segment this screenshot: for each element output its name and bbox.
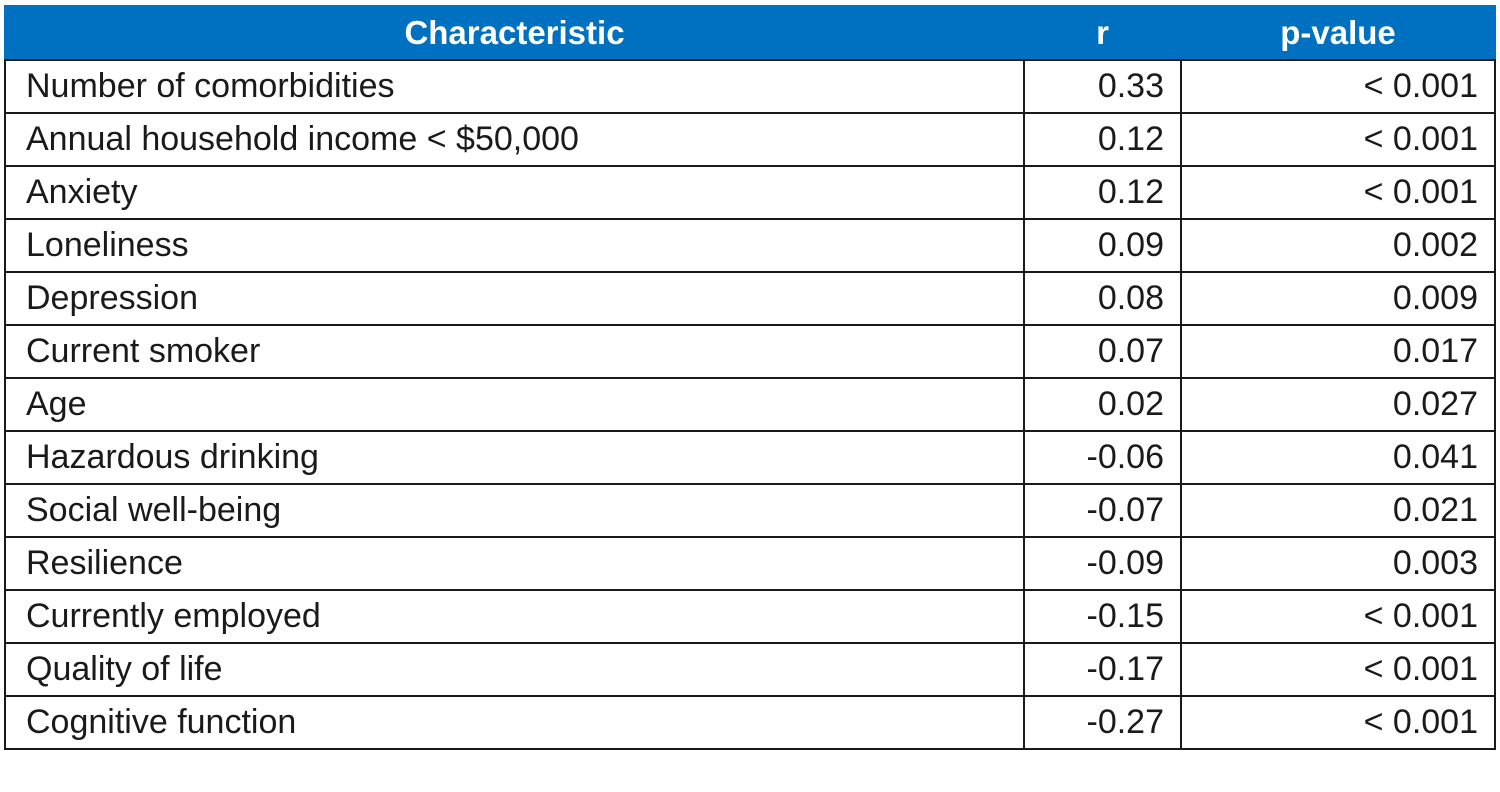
cell-p-value: < 0.001 xyxy=(1180,642,1496,697)
cell-r: -0.09 xyxy=(1023,536,1182,591)
cell-characteristic: Annual household income < $50,000 xyxy=(4,112,1025,167)
cell-characteristic: Resilience xyxy=(4,536,1025,591)
cell-p-value: 0.027 xyxy=(1180,377,1496,432)
table-row: Number of comorbidities 0.33 < 0.001 xyxy=(4,59,1496,114)
cell-characteristic: Currently employed xyxy=(4,589,1025,644)
cell-p-value: < 0.001 xyxy=(1180,112,1496,167)
cell-characteristic: Anxiety xyxy=(4,165,1025,220)
table-row: Cognitive function -0.27 < 0.001 xyxy=(4,695,1496,750)
table-row: Quality of life -0.17 < 0.001 xyxy=(4,642,1496,697)
table-row: Hazardous drinking -0.06 0.041 xyxy=(4,430,1496,485)
cell-r: -0.06 xyxy=(1023,430,1182,485)
cell-characteristic: Cognitive function xyxy=(4,695,1025,750)
header-r: r xyxy=(1023,5,1182,61)
cell-characteristic: Loneliness xyxy=(4,218,1025,273)
header-p-value: p-value xyxy=(1180,5,1496,61)
cell-characteristic: Current smoker xyxy=(4,324,1025,379)
cell-p-value: < 0.001 xyxy=(1180,695,1496,750)
cell-r: 0.12 xyxy=(1023,112,1182,167)
table-row: Anxiety 0.12 < 0.001 xyxy=(4,165,1496,220)
cell-p-value: 0.002 xyxy=(1180,218,1496,273)
table-row: Loneliness 0.09 0.002 xyxy=(4,218,1496,273)
table-row: Age 0.02 0.027 xyxy=(4,377,1496,432)
cell-r: 0.02 xyxy=(1023,377,1182,432)
cell-p-value: 0.041 xyxy=(1180,430,1496,485)
cell-p-value: < 0.001 xyxy=(1180,59,1496,114)
table-row: Depression 0.08 0.009 xyxy=(4,271,1496,326)
cell-r: -0.07 xyxy=(1023,483,1182,538)
cell-r: -0.17 xyxy=(1023,642,1182,697)
table-body: Number of comorbidities 0.33 < 0.001 Annual… xyxy=(4,59,1496,750)
cell-r: 0.12 xyxy=(1023,165,1182,220)
table-row: Social well-being -0.07 0.021 xyxy=(4,483,1496,538)
cell-r: -0.27 xyxy=(1023,695,1182,750)
cell-r: 0.07 xyxy=(1023,324,1182,379)
cell-characteristic: Age xyxy=(4,377,1025,432)
cell-r: 0.08 xyxy=(1023,271,1182,326)
cell-r: 0.09 xyxy=(1023,218,1182,273)
table-row: Currently employed -0.15 < 0.001 xyxy=(4,589,1496,644)
correlation-table: Characteristic r p-value Number of comor… xyxy=(4,5,1496,750)
table-row: Resilience -0.09 0.003 xyxy=(4,536,1496,591)
cell-characteristic: Hazardous drinking xyxy=(4,430,1025,485)
cell-p-value: < 0.001 xyxy=(1180,589,1496,644)
header-row: Characteristic r p-value xyxy=(4,5,1496,61)
table-row: Annual household income < $50,000 0.12 < 0… xyxy=(4,112,1496,167)
cell-characteristic: Number of comorbidities xyxy=(4,59,1025,114)
cell-characteristic: Depression xyxy=(4,271,1025,326)
cell-p-value: 0.009 xyxy=(1180,271,1496,326)
cell-r: -0.15 xyxy=(1023,589,1182,644)
cell-characteristic: Quality of life xyxy=(4,642,1025,697)
cell-p-value: 0.021 xyxy=(1180,483,1496,538)
cell-p-value: 0.003 xyxy=(1180,536,1496,591)
cell-characteristic: Social well-being xyxy=(4,483,1025,538)
header-characteristic: Characteristic xyxy=(4,5,1025,61)
cell-r: 0.33 xyxy=(1023,59,1182,114)
cell-p-value: 0.017 xyxy=(1180,324,1496,379)
cell-p-value: < 0.001 xyxy=(1180,165,1496,220)
table-row: Current smoker 0.07 0.017 xyxy=(4,324,1496,379)
